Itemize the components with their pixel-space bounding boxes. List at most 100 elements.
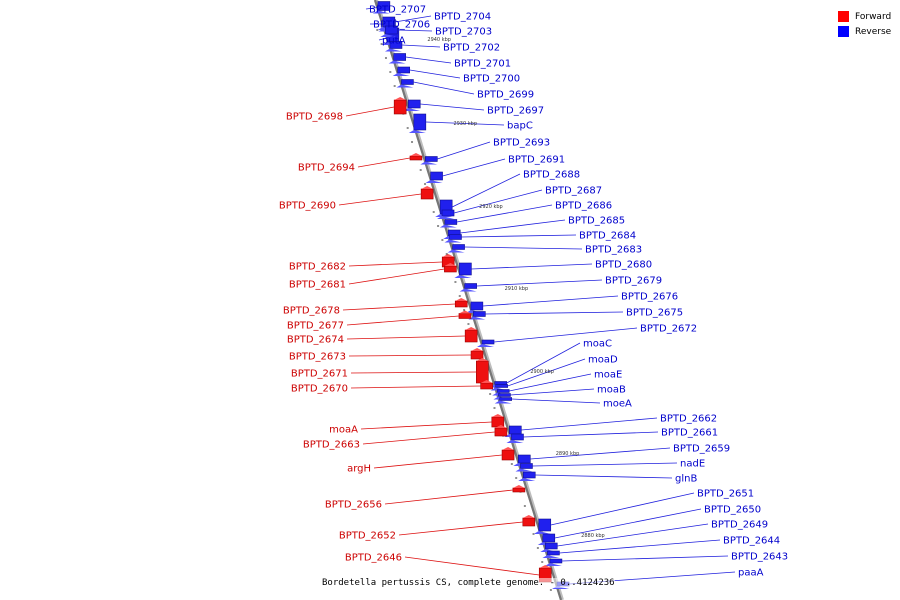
reverse-gene-feature — [494, 381, 508, 385]
forward-gene-feature — [512, 487, 526, 493]
reverse-gene-label[interactable]: putA — [382, 36, 406, 47]
reverse-gene-label[interactable]: BPTD_2683 — [585, 245, 642, 256]
forward-gene-feature — [494, 427, 508, 437]
reverse-gene-arrowhead — [384, 48, 402, 52]
forward-gene-label[interactable]: BPTD_2681 — [289, 280, 346, 291]
reverse-gene-label[interactable]: nadE — [680, 459, 705, 470]
forward-gene-label[interactable]: BPTD_2652 — [339, 531, 396, 542]
forward-gene-arrowhead — [476, 358, 489, 361]
reverse-gene-label[interactable]: BPTD_2650 — [704, 505, 761, 516]
reverse-gene-label[interactable]: BPTD_2675 — [626, 308, 683, 319]
reverse-leader — [509, 373, 592, 392]
forward-gene-feature — [454, 300, 468, 308]
forward-gene-label[interactable]: BPTD_2671 — [291, 369, 348, 380]
reverse-gene-label[interactable]: BPTD_2659 — [673, 444, 730, 455]
reverse-gene-label[interactable]: BPTD_2704 — [434, 12, 491, 23]
reverse-gene-label[interactable]: BPTD_2703 — [435, 27, 492, 38]
reverse-gene-label[interactable]: BPTD_2701 — [454, 59, 511, 70]
reverse-gene-label[interactable]: BPTD_2662 — [660, 414, 717, 425]
scale-label: 2920 kbp — [479, 204, 503, 210]
reverse-gene-label[interactable]: BPTD_2680 — [595, 260, 652, 271]
reverse-gene-label[interactable]: BPTD_2684 — [579, 231, 636, 242]
reverse-leader — [532, 462, 678, 467]
reverse-leader — [365, 5, 390, 10]
reverse-gene-label[interactable]: BPTD_2679 — [605, 276, 662, 287]
forward-gene-label[interactable]: BPTD_2694 — [298, 163, 355, 174]
reverse-gene-label[interactable]: BPTD_2691 — [508, 155, 565, 166]
forward-gene-label[interactable]: BPTD_2678 — [283, 306, 340, 317]
reverse-gene-label[interactable]: BPTD_2649 — [711, 520, 768, 531]
forward-gene-label[interactable]: BPTD_2690 — [279, 201, 336, 212]
forward-gene-label[interactable]: BPTD_2682 — [289, 262, 346, 273]
reverse-gene-label[interactable]: BPTD_2685 — [568, 216, 625, 227]
reverse-gene-label[interactable]: moaB — [597, 385, 626, 396]
reverse-gene-label[interactable]: BPTD_2707 — [369, 5, 426, 16]
forward-gene-arrowhead — [491, 414, 504, 417]
reverse-gene-label[interactable]: BPTD_2688 — [523, 170, 580, 181]
reverse-gene-feature — [481, 339, 495, 345]
reverse-gene-feature — [498, 393, 511, 397]
forward-leader — [342, 303, 456, 311]
reverse-gene-label[interactable]: BPTD_2702 — [443, 43, 500, 54]
legend-reverse-label: Reverse — [855, 26, 892, 37]
reverse-gene-label[interactable]: BPTD_2676 — [621, 292, 678, 303]
reverse-gene-feature — [424, 156, 438, 162]
reverse-gene-label[interactable]: BPTD_2651 — [697, 489, 754, 500]
reverse-gene-label[interactable]: moaD — [588, 355, 618, 366]
forward-gene-arrowhead — [539, 565, 552, 568]
reverse-gene-label[interactable]: moaE — [594, 370, 622, 381]
forward-gene-label[interactable]: BPTD_2677 — [287, 321, 344, 332]
reverse-gene-label[interactable]: BPTD_2644 — [723, 536, 780, 547]
reverse-leader — [464, 246, 583, 250]
reverse-gene-arrowhead — [392, 73, 410, 76]
reverse-leader — [461, 234, 577, 238]
reverse-gene-label[interactable]: BPTD_2706 — [373, 20, 430, 31]
reverse-gene-arrowhead — [388, 60, 406, 64]
forward-gene-label[interactable]: BPTD_2673 — [289, 352, 346, 363]
reverse-gene-label[interactable]: BPTD_2697 — [487, 106, 544, 117]
forward-gene-label[interactable]: BPTD_2698 — [286, 112, 343, 123]
reverse-gene-label[interactable]: paaA — [738, 568, 764, 579]
reverse-gene-label[interactable]: BPTD_2700 — [463, 74, 520, 85]
reverse-gene-feature — [470, 301, 484, 311]
forward-leader — [348, 261, 443, 267]
reverse-gene-feature — [508, 425, 522, 435]
reverse-leader — [521, 417, 658, 431]
reverse-gene-label[interactable]: BPTD_2699 — [477, 90, 534, 101]
forward-gene-label[interactable]: BPTD_2646 — [345, 553, 402, 564]
forward-gene-feature — [464, 329, 478, 343]
forward-gene-label[interactable]: BPTD_2656 — [325, 500, 382, 511]
reverse-gene-label[interactable]: BPTD_2661 — [661, 428, 718, 439]
reverse-gene-arrowhead — [439, 224, 457, 228]
forward-gene-arrowhead — [471, 348, 484, 351]
forward-gene-label[interactable]: BPTD_2674 — [287, 335, 344, 346]
forward-leader — [346, 335, 466, 340]
reverse-gene-label[interactable]: moaC — [583, 339, 612, 350]
reverse-gene-arrowhead — [425, 180, 443, 183]
reverse-gene-feature — [499, 397, 512, 401]
reverse-gene-arrowhead — [403, 108, 421, 111]
forward-gene-arrowhead — [455, 298, 468, 301]
reverse-gene-label[interactable]: glnB — [675, 474, 697, 485]
genome-caption: Bordetella pertussis CS, complete genome… — [322, 578, 615, 588]
forward-gene-label[interactable]: argH — [347, 464, 371, 475]
reverse-gene-label[interactable]: BPTD_2687 — [545, 186, 602, 197]
forward-gene-label[interactable]: BPTD_2663 — [303, 440, 360, 451]
reverse-gene-label[interactable]: BPTD_2693 — [493, 138, 550, 149]
gene-features — [372, 1, 570, 589]
reverse-gene-label[interactable]: bapC — [507, 121, 533, 132]
reverse-gene-arrowhead — [494, 400, 512, 404]
forward-gene-label[interactable]: BPTD_2670 — [291, 384, 348, 395]
reverse-gene-label[interactable]: BPTD_2643 — [731, 552, 788, 563]
forward-gene-feature — [420, 188, 434, 200]
reverse-gene-label[interactable]: BPTD_2672 — [640, 324, 697, 335]
reverse-gene-label[interactable]: BPTD_2686 — [555, 201, 612, 212]
forward-leader — [404, 556, 540, 576]
reverse-leader — [397, 29, 433, 32]
forward-leader — [384, 489, 513, 505]
forward-gene-label[interactable]: moaA — [329, 425, 358, 436]
legend-forward: Forward — [838, 9, 891, 24]
forward-gene-feature — [480, 382, 493, 390]
reverse-leader — [557, 523, 709, 547]
reverse-gene-label[interactable]: moeA — [603, 399, 632, 410]
